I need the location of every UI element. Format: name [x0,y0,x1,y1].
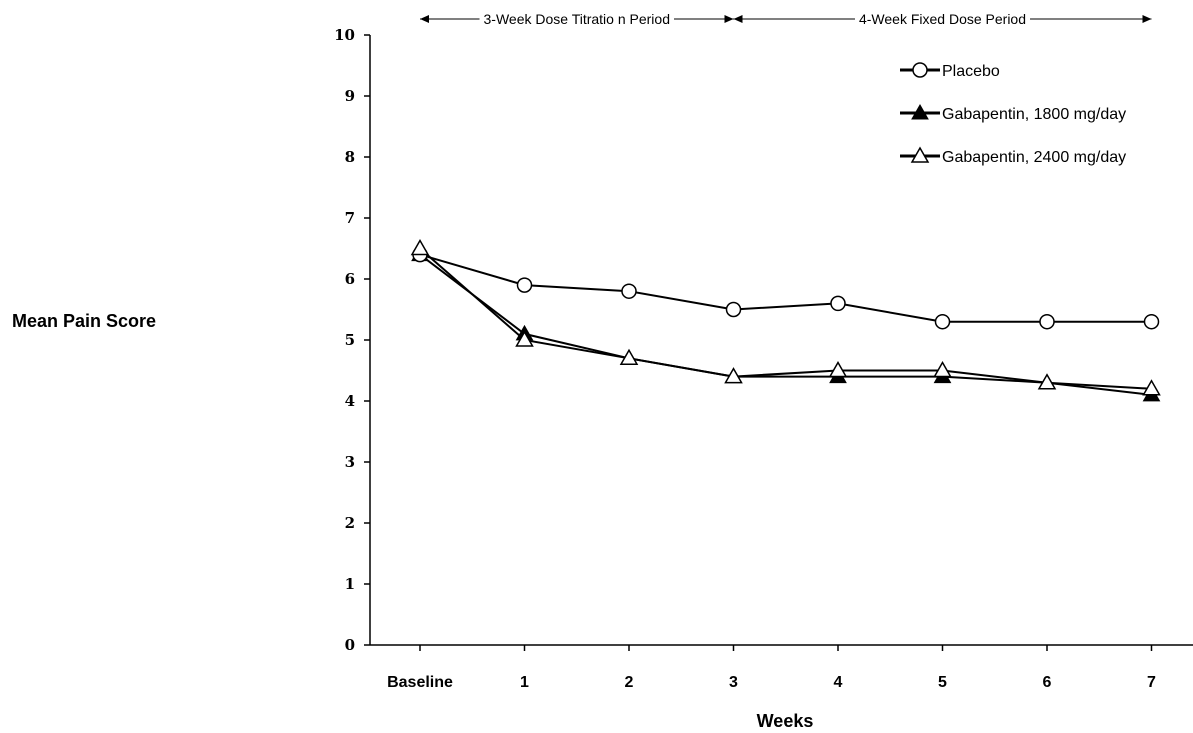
open-triangle-marker [910,146,930,163]
x-axis-ticks: Baseline 1 2 3 4 5 6 7 [387,645,1156,691]
legend-item: Gabapentin, 1800 mg/day [900,103,1126,123]
legend-item: Gabapentin, 2400 mg/day [900,146,1126,166]
series-line [419,253,1152,396]
open-triangle-marker [933,360,952,378]
y-axis-ticks: 0 1 2 3 4 5 6 7 8 9 10 [334,26,370,654]
filled-triangle-marker [911,103,929,120]
legend-label: Placebo [942,63,1000,80]
series-placebo [412,246,1160,330]
y-axis-title: Mean Pain Score [12,311,156,331]
legend: Placebo Gabapentin, 1800 mg/day Gabapentin… [900,62,1126,166]
open-triangle-marker [1142,379,1161,396]
open-circle-marker [830,295,846,312]
open-circle-marker [516,277,533,293]
series-group [410,238,1161,402]
y-tick-label: 0 [345,636,355,654]
series-gabapentin-2400-mg-day [410,238,1161,396]
legend-label: Gabapentin, 1800 mg/day [942,106,1126,123]
y-tick-label: 9 [345,87,355,105]
y-tick-label: 4 [345,392,355,410]
period-label: 3-Week Dose Titratio n Period [484,11,671,27]
y-tick-label: 3 [345,453,355,471]
period-annotations: 3-Week Dose Titratio n Period 4-Week Fixe… [420,10,1152,27]
x-tick-label: Baseline [387,674,453,691]
open-triangle-marker [515,330,534,347]
period-label-bg [854,10,1031,26]
x-tick-label: 3 [729,674,738,691]
arrow-right-icon [724,15,734,23]
arrow-left-icon [420,15,429,23]
open-circle-marker [725,301,742,318]
y-tick-label: 7 [345,209,355,227]
period-label: 4-Week Fixed Dose Period [859,11,1026,27]
open-circle-marker [912,62,928,78]
open-circle-marker [1039,313,1055,330]
open-circle-marker [621,283,637,299]
open-circle-marker [934,313,951,330]
y-tick-label: 8 [345,148,355,166]
open-triangle-marker [619,348,639,366]
x-axis-title: Weeks [757,711,814,731]
open-circle-marker [1143,313,1160,330]
series-line [419,253,1152,323]
open-triangle-marker [828,360,848,378]
x-tick-label: 2 [625,674,634,691]
legend-label: Gabapentin, 2400 mg/day [942,149,1126,166]
arrow-left-icon [733,15,743,23]
open-triangle-marker [1037,373,1057,390]
open-triangle-marker [410,238,430,256]
x-tick-label: 4 [834,674,843,691]
y-tick-label: 6 [345,270,355,288]
y-tick-label: 1 [345,575,355,593]
open-triangle-marker [724,367,743,384]
x-tick-label: 5 [938,674,947,691]
x-tick-label: 7 [1147,674,1156,691]
series-line [419,247,1152,390]
x-tick-label: 6 [1043,674,1052,691]
arrow-right-icon [1142,15,1152,23]
y-tick-label: 5 [345,331,355,349]
y-tick-label: 2 [345,514,355,532]
period-label-bg [479,10,674,26]
x-tick-label: 1 [520,674,529,691]
legend-item: Placebo [900,62,1000,80]
y-tick-label: 10 [334,26,355,44]
